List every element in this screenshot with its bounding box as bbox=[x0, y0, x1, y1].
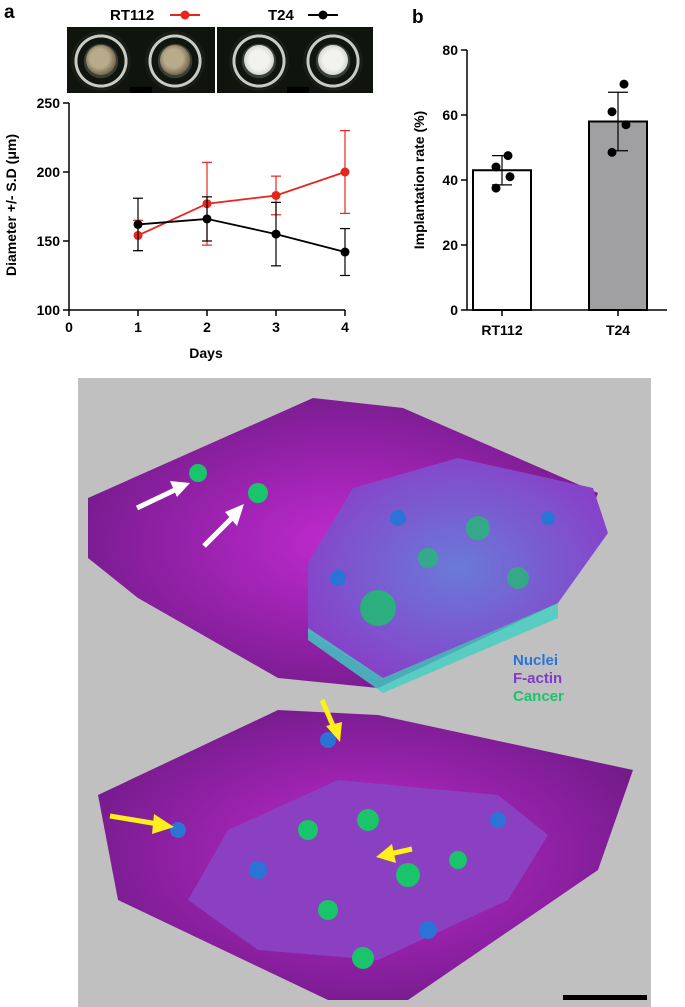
y-tick-label-b: 60 bbox=[442, 107, 458, 123]
legend-factin: F-actin bbox=[513, 670, 563, 687]
y-tick-label-b: 20 bbox=[442, 237, 458, 253]
well-rt112-2 bbox=[145, 31, 205, 91]
data-point-t24 bbox=[271, 229, 281, 239]
panel-label-a: a bbox=[4, 2, 15, 23]
x-tick-label-a: 2 bbox=[203, 319, 211, 335]
legend-t24-label: T24 bbox=[268, 7, 295, 24]
tissue-rendering-c bbox=[88, 398, 608, 693]
y-tick-label-a: 150 bbox=[37, 233, 61, 249]
legend-cancer: Cancer bbox=[513, 688, 564, 705]
legend-rt112-label: RT112 bbox=[110, 7, 154, 24]
well-t24-1 bbox=[229, 31, 289, 91]
y-tick-label-b: 40 bbox=[442, 172, 458, 188]
x-tick-label-a: 0 bbox=[65, 319, 73, 335]
data-point-rt112 bbox=[340, 167, 350, 177]
x-tick-label-a: 3 bbox=[272, 319, 280, 335]
panel-label-b: b bbox=[412, 7, 424, 28]
scale-bar-rt112 bbox=[130, 87, 152, 93]
y-tick-label-a: 100 bbox=[37, 302, 61, 318]
chart-a-xlabel: Days bbox=[189, 345, 223, 361]
line-chart-diameter: 100 150 200 250 0 1 2 3 4 Days Diameter +/- S.D … bbox=[3, 7, 350, 361]
white-arrow-2 bbox=[202, 504, 244, 548]
data-point-rt112 bbox=[491, 162, 501, 172]
tissue-rendering-d bbox=[98, 710, 633, 1000]
data-point-t24 bbox=[340, 247, 350, 257]
chart-b-ylabel: Implantation rate (%) bbox=[411, 111, 427, 249]
data-point-rt112 bbox=[271, 190, 281, 200]
data-point-t24 bbox=[133, 219, 143, 229]
data-point-t24 bbox=[621, 120, 631, 130]
bar-rt112 bbox=[472, 169, 532, 311]
x-tick-label-a: 4 bbox=[341, 319, 349, 335]
x-tick-label-t24: T24 bbox=[606, 322, 630, 338]
legend-nuclei: Nuclei bbox=[513, 652, 559, 669]
scale-bar-micro bbox=[563, 995, 647, 1000]
bar-chart-implantation: 0 20 40 60 80 RT112 T24 Implantation rate (%) bbox=[411, 42, 667, 338]
data-point-t24 bbox=[202, 214, 212, 224]
yellow-arrow-1 bbox=[319, 699, 342, 742]
data-point-t24 bbox=[607, 147, 617, 157]
y-tick-label-a: 200 bbox=[37, 164, 61, 180]
data-point-rt112 bbox=[503, 151, 513, 161]
well-rt112-1 bbox=[71, 31, 131, 91]
chart-a-ylabel: Diameter +/- S.D (μm) bbox=[3, 134, 19, 276]
data-point-t24 bbox=[619, 79, 629, 89]
series-line-t24 bbox=[137, 218, 346, 253]
spheroid-well-images bbox=[67, 27, 373, 93]
yellow-arrow-2 bbox=[109, 813, 174, 834]
data-point-t24 bbox=[607, 107, 617, 117]
y-tick-label-a: 250 bbox=[37, 95, 61, 111]
data-point-rt112 bbox=[505, 172, 515, 182]
legend-rt112-marker bbox=[180, 10, 190, 20]
scale-bar-t24 bbox=[287, 87, 309, 93]
confocal-image-d bbox=[78, 700, 651, 1007]
legend-t24-marker bbox=[318, 10, 328, 20]
x-tick-label-a: 1 bbox=[134, 319, 142, 335]
x-tick-label-rt112: RT112 bbox=[481, 322, 522, 338]
well-t24-2 bbox=[303, 31, 363, 91]
y-tick-label-b: 80 bbox=[442, 42, 458, 58]
y-tick-label-b: 0 bbox=[450, 302, 458, 318]
series-line-rt112 bbox=[137, 171, 346, 237]
micro-legend: Nuclei F-actin Cancer bbox=[513, 652, 564, 706]
confocal-image-c bbox=[78, 378, 651, 700]
bar-t24 bbox=[588, 120, 648, 311]
data-point-rt112 bbox=[491, 183, 501, 193]
white-arrow-1 bbox=[135, 481, 190, 511]
yellow-arrow-3 bbox=[376, 844, 413, 863]
